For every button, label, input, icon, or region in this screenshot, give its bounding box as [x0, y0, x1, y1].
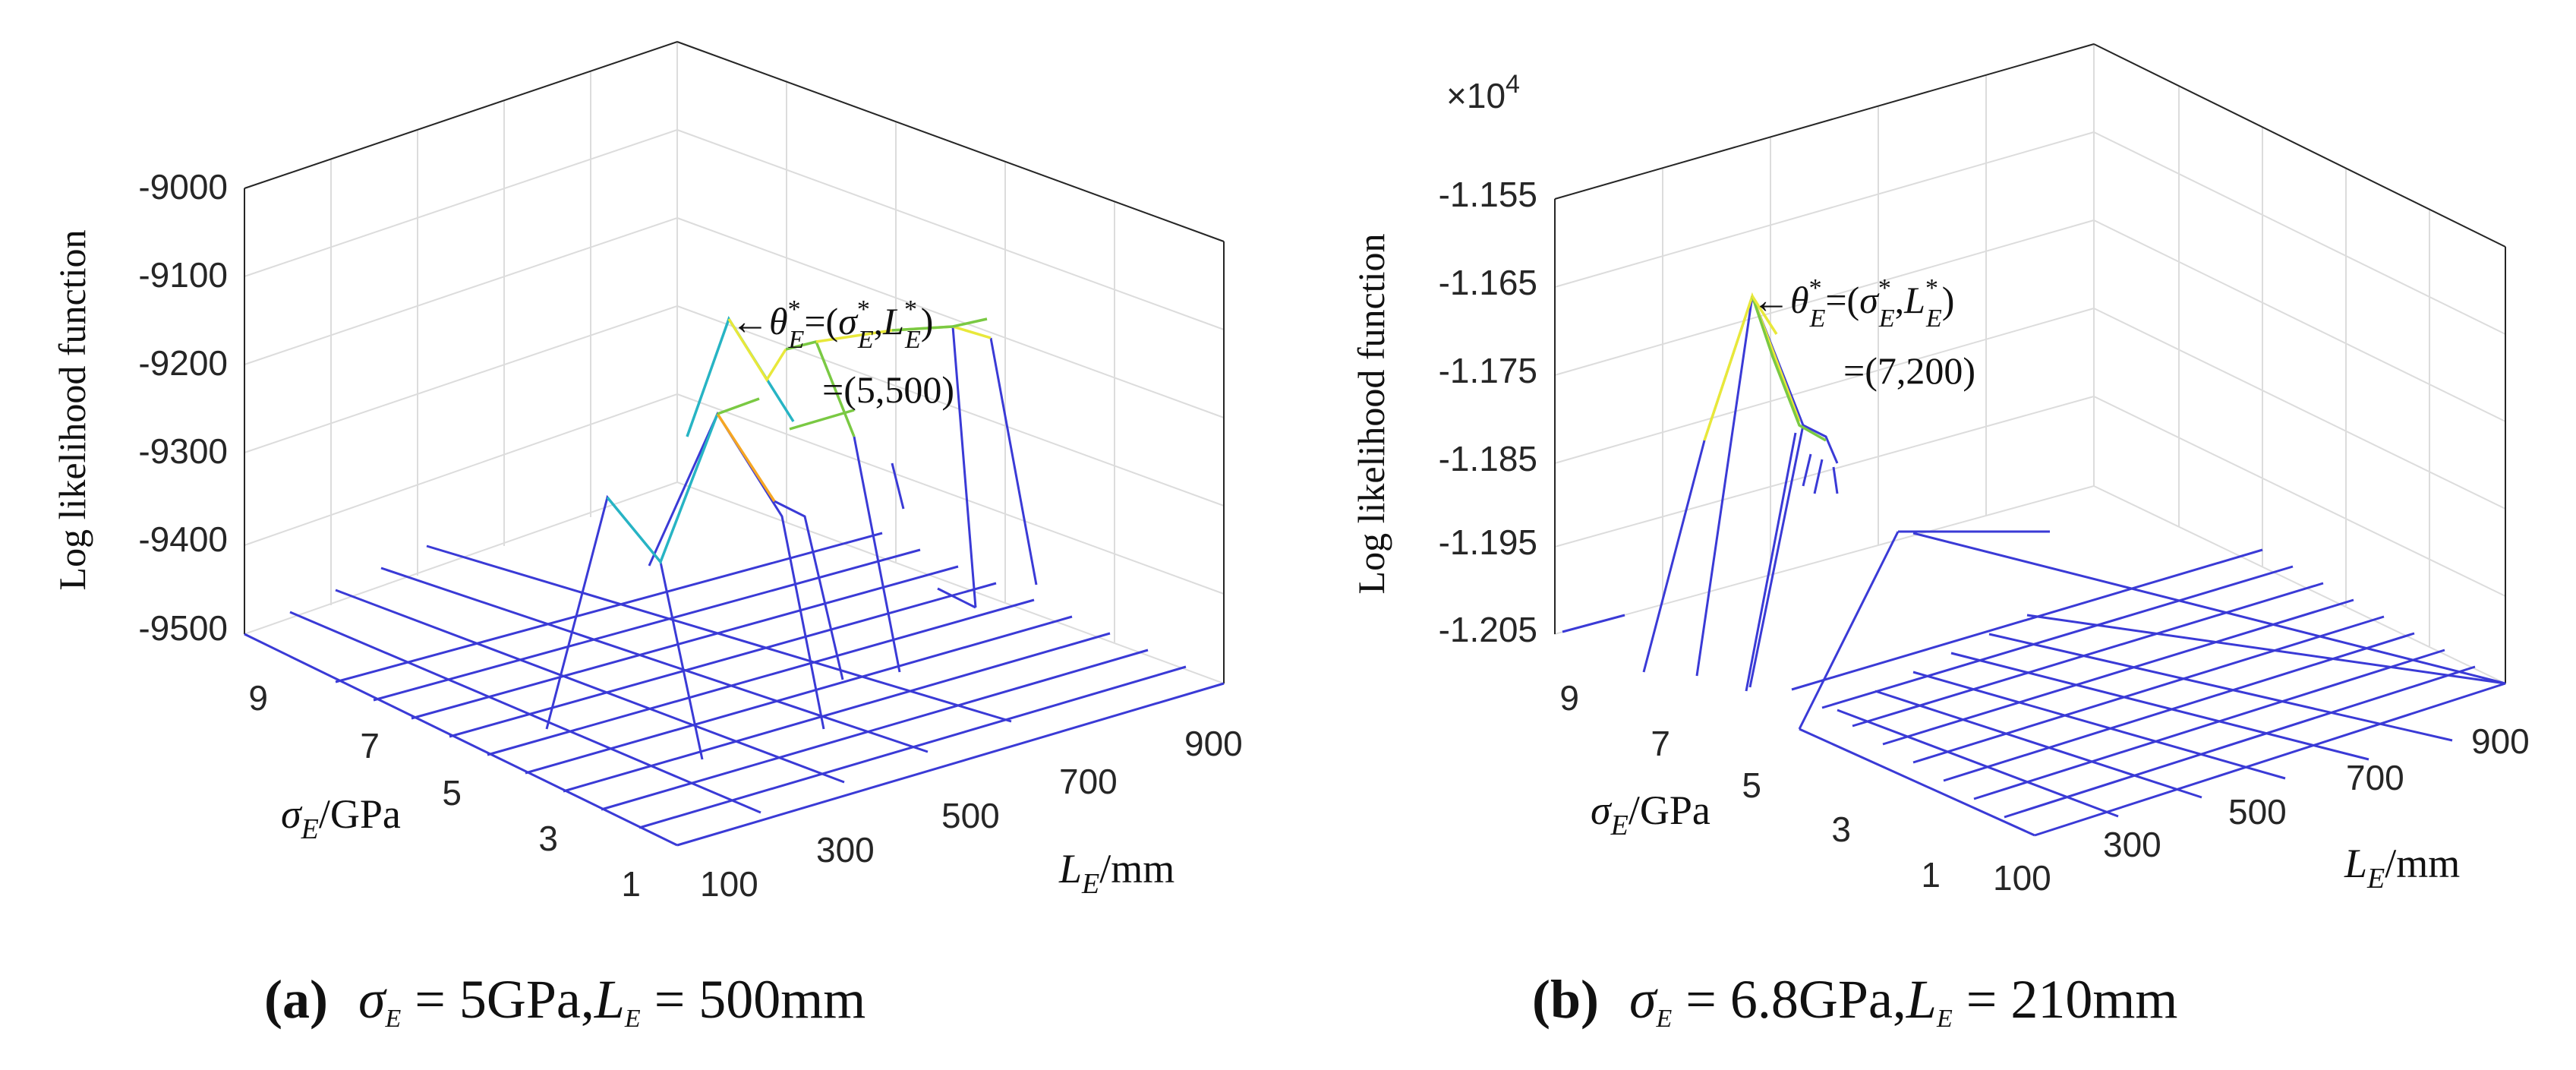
panel-b-L-ticks: 100 300 500 700 900 — [1993, 721, 2530, 898]
a-zt-1: -9100 — [138, 255, 228, 295]
a-yt-5: 5 — [442, 773, 462, 813]
b-yt-9: 9 — [1559, 678, 1579, 718]
a-color-5 — [727, 318, 787, 383]
panel-a-floor-mesh — [244, 532, 1225, 847]
b-zt-0: -1.155 — [1439, 175, 1537, 214]
b-multiplier: ×104 — [1446, 70, 1520, 115]
a-zt-0: -9000 — [138, 167, 228, 207]
a-yt-7: 7 — [360, 726, 380, 765]
panel-a-sigma-ticks: 9 7 5 3 1 — [248, 678, 641, 904]
b-ridge-6 — [1813, 459, 1824, 494]
a-L-axis-label: LE/mm — [1058, 846, 1174, 900]
b-xt-300: 300 — [2103, 825, 2161, 864]
panel-b-floor-mesh — [1562, 530, 2506, 837]
a-ridge-6 — [989, 337, 1038, 586]
b-zt-2: -1.175 — [1439, 351, 1537, 390]
a-ridge-4 — [853, 436, 901, 673]
b-L-axis-label: LE/mm — [2344, 841, 2460, 895]
panel-a-z-ticks: -9000 -9100 -9200 -9300 -9400 -9500 — [138, 167, 228, 648]
panel-a-L-ticks: 100 300 500 700 900 — [700, 724, 1243, 904]
panel-b: ×104 -1.155 -1.165 -1.175 -1.185 -1.195 … — [1350, 43, 2530, 898]
a-ridge-2 — [648, 411, 825, 730]
panel-b-back-walls — [1554, 43, 2506, 685]
a-color-1 — [606, 413, 719, 565]
caption-a: (a) σE = 5GPa,LE = 500mm — [264, 969, 865, 1033]
a-sigma-axis-label: σE/GPa — [281, 791, 401, 845]
b-xt-700: 700 — [2346, 758, 2404, 797]
b-ridge-1 — [1642, 295, 1754, 677]
a-zt-4: -9400 — [138, 519, 228, 559]
a-yt-1: 1 — [621, 864, 641, 904]
a-yt-9: 9 — [248, 678, 268, 718]
a-color-8 — [891, 317, 988, 332]
b-yt-3: 3 — [1831, 810, 1851, 849]
a-ridge-5 — [951, 326, 977, 608]
b-xt-100: 100 — [1993, 858, 2051, 898]
a-xt-100: 100 — [700, 864, 758, 904]
b-z-axis-label: Log likelihood function — [1350, 234, 1392, 595]
b-xt-900: 900 — [2471, 721, 2530, 761]
b-color-3 — [1751, 295, 1778, 335]
a-xt-900: 900 — [1184, 724, 1243, 763]
b-yt-5: 5 — [1742, 765, 1761, 805]
b-annot-line2: =(7,200) — [1843, 349, 1975, 392]
a-zt-5: -9500 — [138, 608, 228, 648]
a-xt-500: 500 — [941, 796, 1000, 835]
b-color-2 — [1751, 295, 1827, 442]
panel-a-surface — [545, 316, 1038, 760]
b-ridge-3 — [1802, 424, 1839, 464]
b-yt-1: 1 — [1921, 855, 1941, 895]
b-zt-4: -1.195 — [1439, 522, 1537, 562]
a-z-axis-label: Log likelihood function — [51, 230, 93, 591]
b-sigma-axis-label: σE/GPa — [1591, 788, 1711, 841]
panel-a-peak-annotation: ←θ* E=(σ* E,L* E) =(5,500) — [731, 295, 954, 411]
a-ridge-8 — [937, 587, 976, 609]
a-annot-line1: ←θ* E=(σ* E,L* E) — [731, 295, 933, 354]
a-xt-300: 300 — [816, 830, 875, 870]
a-annot-line2: =(5,500) — [822, 368, 954, 411]
b-zt-5: -1.205 — [1439, 610, 1537, 649]
b-annot-line1: ←θ* E=(σ* E,L* E) — [1752, 274, 1954, 333]
b-ridge-5 — [1802, 453, 1812, 487]
b-zt-1: -1.165 — [1439, 263, 1537, 302]
a-color-3 — [716, 413, 776, 502]
panel-b-peak-annotation: ←θ* E=(σ* E,L* E) =(7,200) — [1752, 274, 1975, 392]
a-ridge-3 — [774, 500, 844, 680]
caption-b: (b) σE = 6.8GPa,LE = 210mm — [1532, 969, 2177, 1033]
a-color-9 — [789, 409, 855, 431]
panel-a-box — [244, 41, 1225, 683]
a-xt-700: 700 — [1059, 762, 1118, 801]
a-zt-3: -9300 — [138, 431, 228, 471]
a-yt-3: 3 — [538, 819, 558, 858]
panel-a: -9000 -9100 -9200 -9300 -9400 -9500 Log … — [51, 40, 1243, 904]
b-zt-3: -1.185 — [1439, 439, 1537, 478]
b-yt-7: 7 — [1651, 724, 1670, 763]
a-ridge-7 — [891, 462, 905, 510]
panel-b-sigma-ticks: 9 7 5 3 1 — [1559, 678, 1941, 895]
panel-b-z-ticks: -1.155 -1.165 -1.175 -1.185 -1.195 -1.20… — [1439, 175, 1537, 649]
panel-b-box — [1554, 43, 2506, 683]
b-ridge-4 — [1745, 432, 1797, 692]
b-ridge-7 — [1832, 466, 1839, 494]
a-zt-2: -9200 — [138, 343, 228, 383]
b-xt-500: 500 — [2228, 792, 2287, 832]
a-color-4 — [717, 397, 760, 415]
panel-b-surface — [1642, 292, 1839, 692]
